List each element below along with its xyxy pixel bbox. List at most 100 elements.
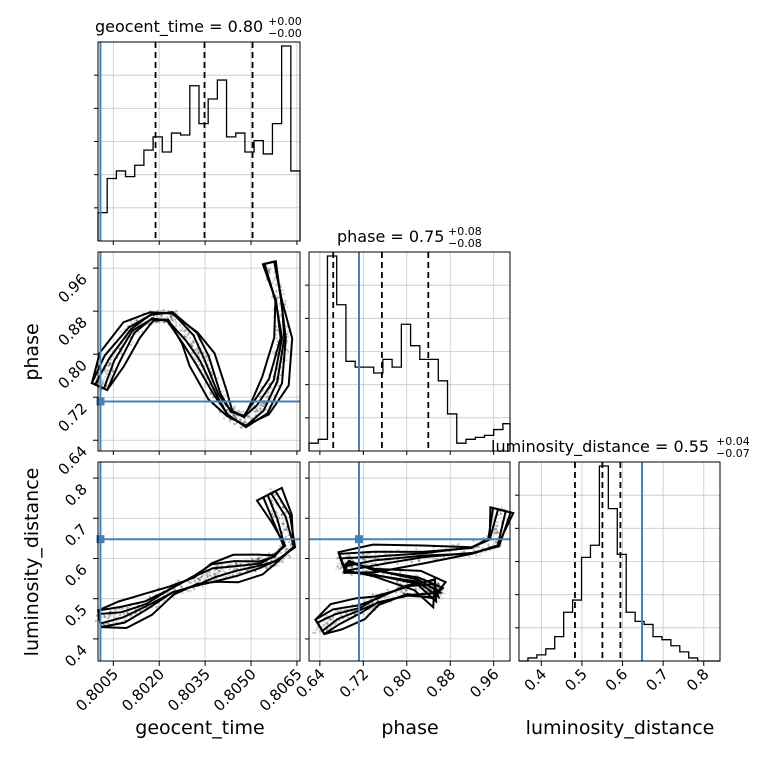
sample-point [277, 295, 280, 299]
sample-point [350, 573, 353, 576]
sample-point [494, 524, 497, 527]
histogram-geocent_time [97, 45, 301, 241]
sample-point [181, 327, 184, 330]
sample-point [332, 616, 335, 619]
sample-point [106, 369, 109, 372]
sample-point [107, 364, 111, 367]
sample-point [398, 571, 402, 574]
sample-point [175, 322, 178, 325]
sample-point [177, 579, 180, 582]
x-tick-label: 0.88 [423, 665, 459, 701]
sample-point [243, 420, 246, 424]
sample-point [206, 575, 209, 579]
sample-point [270, 497, 273, 500]
sample-point [274, 283, 278, 286]
sample-point [284, 555, 287, 558]
title-plus: +0.08 [448, 225, 482, 238]
x-tick-label: 0.7 [642, 665, 672, 695]
sample-point [258, 405, 261, 408]
y-tick-label: 0.80 [54, 356, 90, 392]
sample-point [183, 329, 187, 332]
y-tick-label: 0.8 [61, 480, 91, 510]
sample-point [232, 414, 235, 417]
sample-point [109, 610, 112, 613]
sample-point [387, 595, 391, 598]
sample-point [186, 333, 190, 336]
sample-point [155, 606, 158, 609]
sample-point [283, 527, 286, 530]
x-tick-label: 0.8 [683, 665, 713, 695]
sample-point [247, 415, 251, 418]
sample-point [281, 505, 285, 509]
sample-point [187, 332, 191, 335]
sample-point [206, 576, 210, 579]
sample-point [108, 364, 111, 367]
sample-point [109, 373, 113, 377]
sample-point [280, 289, 283, 292]
sample-point [324, 622, 328, 625]
sample-point [319, 630, 322, 633]
sample-point [233, 422, 236, 426]
sample-point [370, 557, 373, 560]
sample-point [279, 283, 282, 286]
sample-point [254, 410, 257, 413]
sample-point [236, 572, 239, 575]
sample-point [162, 599, 165, 603]
sample-point [378, 553, 381, 556]
sample-point [275, 564, 278, 567]
sample-point [326, 627, 330, 631]
sample-point [437, 583, 440, 586]
sample-point [410, 560, 413, 564]
sample-point [226, 408, 229, 412]
sample-point [217, 570, 220, 573]
density-contour [315, 508, 507, 633]
sample-point [273, 557, 276, 561]
sample-point [179, 329, 182, 332]
sample-point [500, 506, 503, 509]
sample-point [368, 609, 371, 612]
sample-point [228, 568, 231, 571]
sample-point [267, 390, 270, 394]
panel-frame [308, 461, 511, 662]
sample-point [275, 336, 279, 340]
y-axis-label-phase: phase [21, 323, 43, 380]
sample-point [323, 621, 326, 624]
sample-point [396, 581, 399, 584]
sample-point [228, 574, 231, 577]
histograms-layer [97, 42, 720, 662]
sample-point [206, 359, 210, 362]
sample-point [316, 626, 319, 629]
sample-point [282, 522, 285, 526]
x-tick-label: 0.72 [336, 665, 372, 701]
sample-point [102, 615, 105, 618]
sample-point [423, 557, 426, 561]
sample-point [312, 631, 315, 635]
sample-point [280, 552, 283, 555]
sample-point [264, 566, 268, 569]
sample-point [179, 584, 182, 587]
sample-point [280, 560, 284, 563]
sample-point [237, 409, 240, 413]
sample-point [246, 415, 249, 418]
sample-point [170, 318, 173, 321]
sample-point [148, 595, 151, 598]
sample-point [217, 564, 220, 567]
sample-point [114, 608, 117, 612]
sample-point [269, 268, 272, 271]
sample-point [262, 404, 265, 408]
sample-point [477, 545, 480, 548]
sample-point [155, 321, 158, 324]
sample-point [439, 593, 442, 596]
sample-point [351, 565, 354, 568]
sample-point [217, 377, 220, 380]
sample-point [206, 574, 209, 577]
sample-point [279, 313, 282, 317]
sample-point [496, 524, 499, 528]
sample-point [495, 520, 499, 524]
sample-point [183, 329, 186, 332]
sample-point [109, 375, 112, 378]
sample-point [338, 562, 341, 566]
sample-point [475, 546, 478, 549]
